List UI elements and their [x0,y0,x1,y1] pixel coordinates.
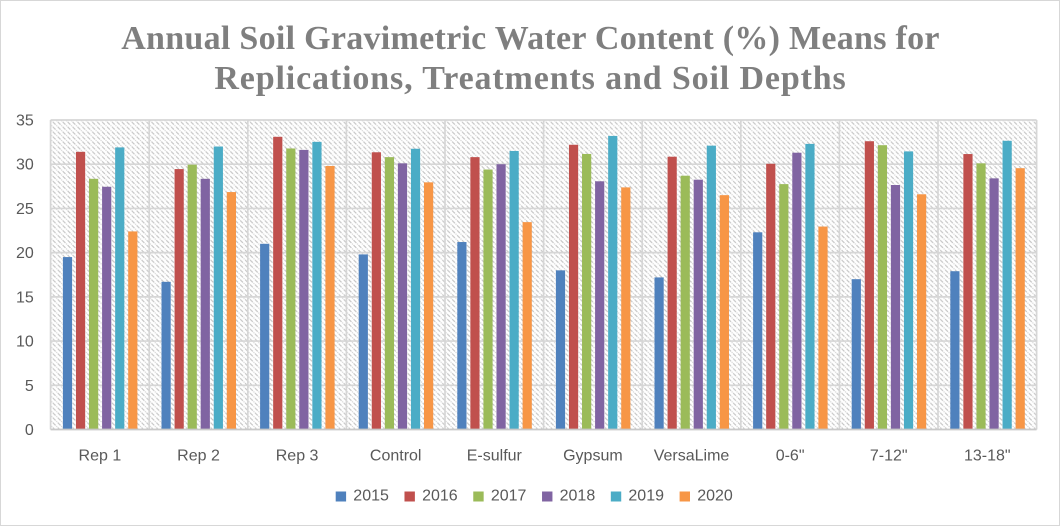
svg-text:Rep 3: Rep 3 [276,448,319,465]
svg-text:25: 25 [16,201,34,218]
svg-text:Rep 1: Rep 1 [79,448,122,465]
svg-text:0-6": 0-6" [776,448,805,465]
svg-text:2016: 2016 [422,488,458,505]
svg-text:E-sulfur: E-sulfur [467,448,523,465]
svg-text:Control: Control [370,448,422,465]
svg-text:30: 30 [16,157,34,174]
svg-text:0: 0 [25,422,34,439]
svg-text:VersaLime: VersaLime [654,448,730,465]
svg-text:7-12": 7-12" [870,448,908,465]
svg-text:20: 20 [16,245,34,262]
svg-text:10: 10 [16,334,34,351]
svg-text:2017: 2017 [491,488,527,505]
svg-text:Gypsum: Gypsum [563,448,623,465]
svg-text:5: 5 [25,378,34,395]
svg-text:2018: 2018 [560,488,596,505]
svg-text:35: 35 [16,113,34,130]
svg-text:2019: 2019 [628,488,664,505]
svg-text:Rep 2: Rep 2 [177,448,220,465]
svg-text:2015: 2015 [353,488,389,505]
svg-text:13-18": 13-18" [964,448,1011,465]
svg-text:2020: 2020 [697,488,733,505]
svg-text:15: 15 [16,289,34,306]
